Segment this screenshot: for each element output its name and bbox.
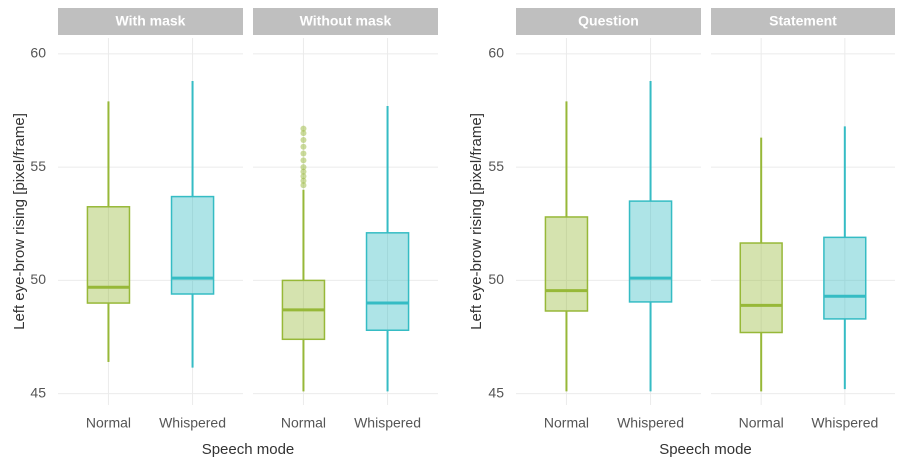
box bbox=[823, 236, 867, 320]
x-tick-label: Normal bbox=[281, 415, 326, 431]
box bbox=[628, 200, 673, 303]
strip-background bbox=[58, 8, 243, 35]
y-tick-label: 60 bbox=[488, 45, 504, 61]
y-tick-label: 45 bbox=[488, 384, 504, 400]
x-tick-label: Normal bbox=[86, 415, 131, 431]
x-tick-label: Normal bbox=[739, 415, 784, 431]
x-tick-label: Whispered bbox=[617, 415, 684, 431]
y-tick-label: 50 bbox=[488, 271, 504, 287]
x-tick-label: Whispered bbox=[159, 415, 226, 431]
y-tick-label: 50 bbox=[30, 271, 46, 287]
outlier bbox=[300, 143, 307, 150]
outlier bbox=[300, 168, 307, 175]
box bbox=[365, 232, 410, 331]
outlier bbox=[300, 125, 307, 132]
outlier bbox=[300, 136, 307, 143]
facet-title: With mask bbox=[116, 13, 186, 29]
y-axis-title: Left eye-brow rising [pixel/frame] bbox=[11, 113, 28, 330]
y-axis-title: Left eye-brow rising [pixel/frame] bbox=[468, 113, 485, 330]
facet-title: Statement bbox=[769, 13, 837, 29]
outlier bbox=[300, 173, 307, 180]
y-tick-label: 55 bbox=[30, 158, 46, 174]
x-tick-label: Whispered bbox=[811, 415, 878, 431]
x-axis-title: Speech mode bbox=[202, 441, 295, 458]
strip-background bbox=[711, 8, 895, 35]
strip-background bbox=[253, 8, 438, 35]
facet-title: Without mask bbox=[300, 13, 392, 29]
strip-background bbox=[516, 8, 701, 35]
outlier bbox=[300, 164, 307, 171]
x-tick-label: Normal bbox=[544, 415, 589, 431]
box bbox=[544, 216, 589, 312]
outlier bbox=[300, 130, 307, 137]
x-tick-label: Whispered bbox=[354, 415, 421, 431]
outlier bbox=[300, 177, 307, 184]
outlier bbox=[300, 157, 307, 164]
box bbox=[739, 242, 783, 334]
outlier bbox=[300, 150, 307, 157]
y-tick-label: 60 bbox=[30, 45, 46, 61]
y-tick-label: 55 bbox=[488, 158, 504, 174]
outlier bbox=[300, 182, 307, 189]
facet-title: Question bbox=[578, 13, 639, 29]
x-axis-title: Speech mode bbox=[659, 441, 752, 458]
y-tick-label: 45 bbox=[30, 384, 46, 400]
